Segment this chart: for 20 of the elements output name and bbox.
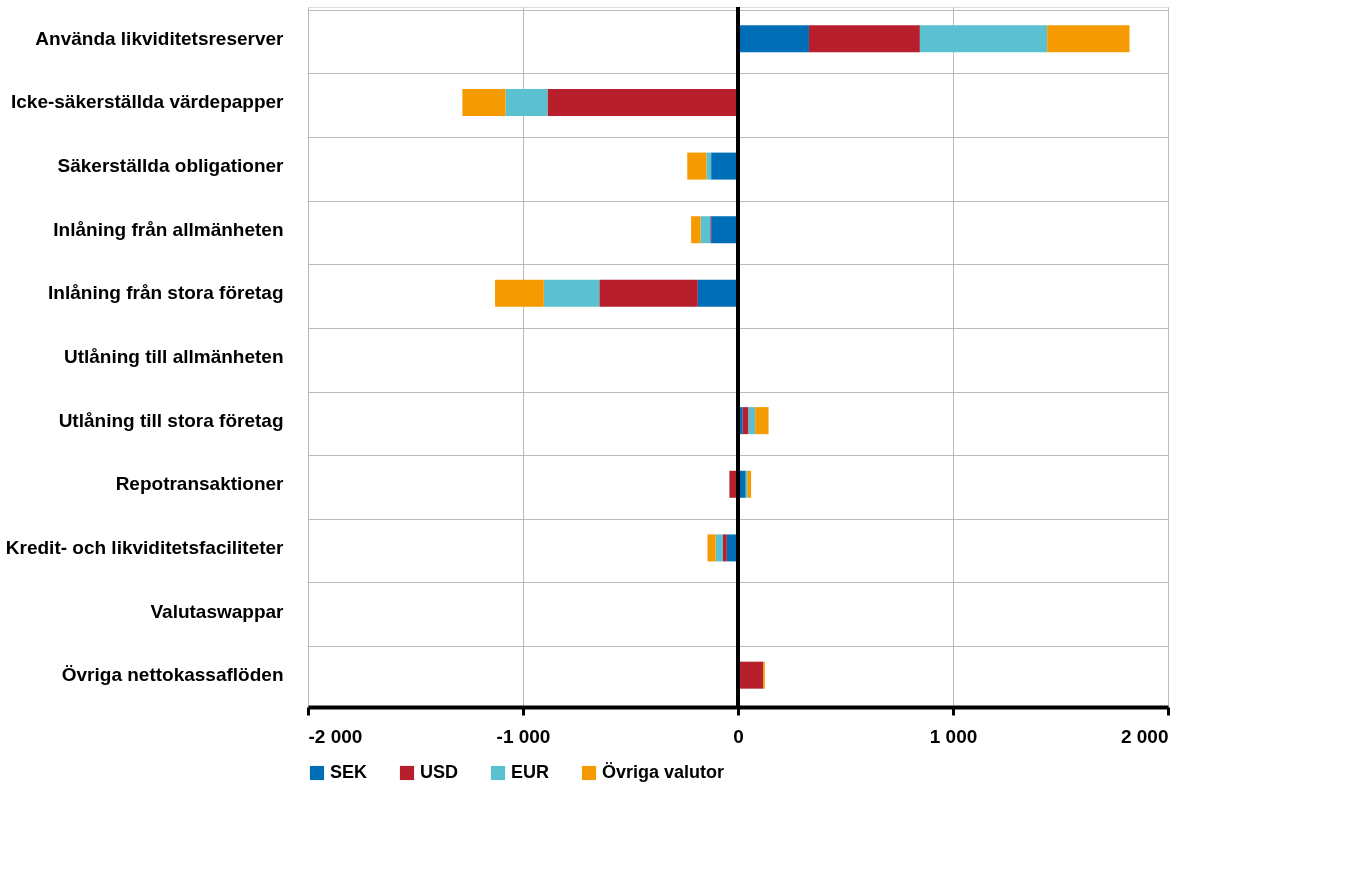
y-tick-label: Valutaswappar xyxy=(150,600,285,622)
x-tick-label: 1 000 xyxy=(929,725,978,747)
y-tick-label: Icke-säkerställda värdepapper xyxy=(11,91,285,113)
y-tick-label: Kredit- och likviditetsfaciliteter xyxy=(5,536,285,558)
y-tick-label: Utlåning till allmänheten xyxy=(63,346,284,367)
legend-label: SEK xyxy=(330,762,368,782)
y-tick-label: Övriga nettokassaflöden xyxy=(61,664,284,686)
x-tick-label: 0 xyxy=(733,725,744,747)
y-tick-label: Utlåning till stora företag xyxy=(58,409,284,431)
y-tick-label: Använda likviditetsreserver xyxy=(35,27,285,49)
legend-label: USD xyxy=(420,762,459,782)
x-tick-label: -2 000 xyxy=(308,725,363,747)
y-tick-label: Repotransaktioner xyxy=(115,473,285,495)
legend-label: EUR xyxy=(511,762,550,782)
x-tick-label: 2 000 xyxy=(1120,725,1169,747)
y-tick-label: Inlåning från stora företag xyxy=(48,282,284,304)
y-tick-label: Inlåning från allmänheten xyxy=(53,218,284,240)
y-tick-label: Säkerställda obligationer xyxy=(57,155,285,177)
legend-label: Övriga valutor xyxy=(602,762,725,782)
x-tick-label: -1 000 xyxy=(496,725,551,747)
